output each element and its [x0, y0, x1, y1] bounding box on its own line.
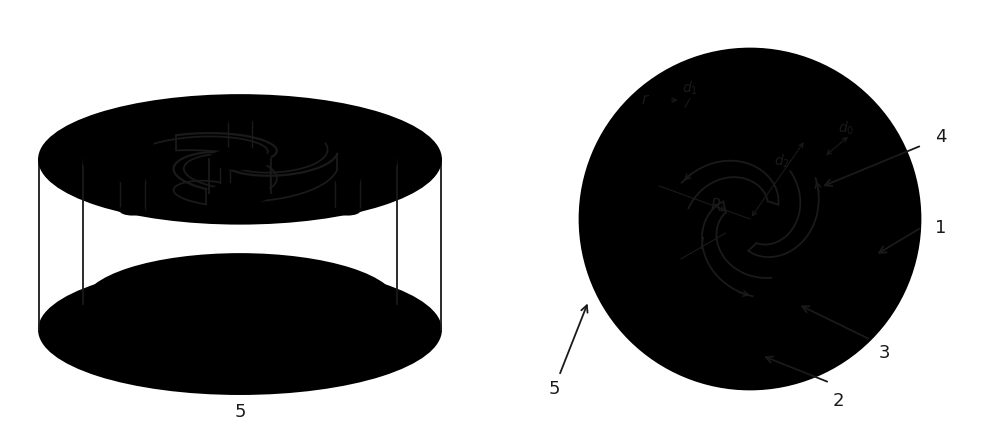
Text: $d_1$: $d_1$ [682, 79, 698, 97]
Text: 3: 3 [878, 344, 890, 362]
Text: 5: 5 [234, 403, 246, 420]
Circle shape [580, 49, 920, 389]
Ellipse shape [138, 127, 342, 192]
Ellipse shape [120, 205, 145, 215]
Ellipse shape [39, 95, 441, 224]
Circle shape [880, 221, 901, 242]
Ellipse shape [83, 254, 397, 354]
Circle shape [727, 196, 773, 242]
Circle shape [680, 336, 701, 357]
Circle shape [659, 93, 680, 114]
Text: 1: 1 [935, 219, 947, 237]
Ellipse shape [83, 109, 397, 209]
Ellipse shape [120, 175, 145, 184]
Ellipse shape [209, 184, 271, 203]
Ellipse shape [228, 145, 252, 155]
Ellipse shape [39, 265, 441, 394]
Ellipse shape [228, 115, 252, 124]
Text: $l$: $l$ [699, 236, 705, 252]
Ellipse shape [209, 149, 271, 169]
Text: 2: 2 [833, 392, 844, 410]
Text: 5: 5 [549, 381, 560, 399]
Circle shape [619, 88, 881, 350]
Text: 4: 4 [935, 128, 947, 146]
Circle shape [599, 68, 901, 370]
Text: $d_0$: $d_0$ [838, 120, 854, 137]
Ellipse shape [335, 205, 360, 215]
Text: r: r [641, 92, 647, 106]
Ellipse shape [335, 175, 360, 184]
Text: $R$: $R$ [710, 198, 721, 213]
Text: $d_2$: $d_2$ [774, 153, 790, 170]
Circle shape [653, 122, 847, 316]
